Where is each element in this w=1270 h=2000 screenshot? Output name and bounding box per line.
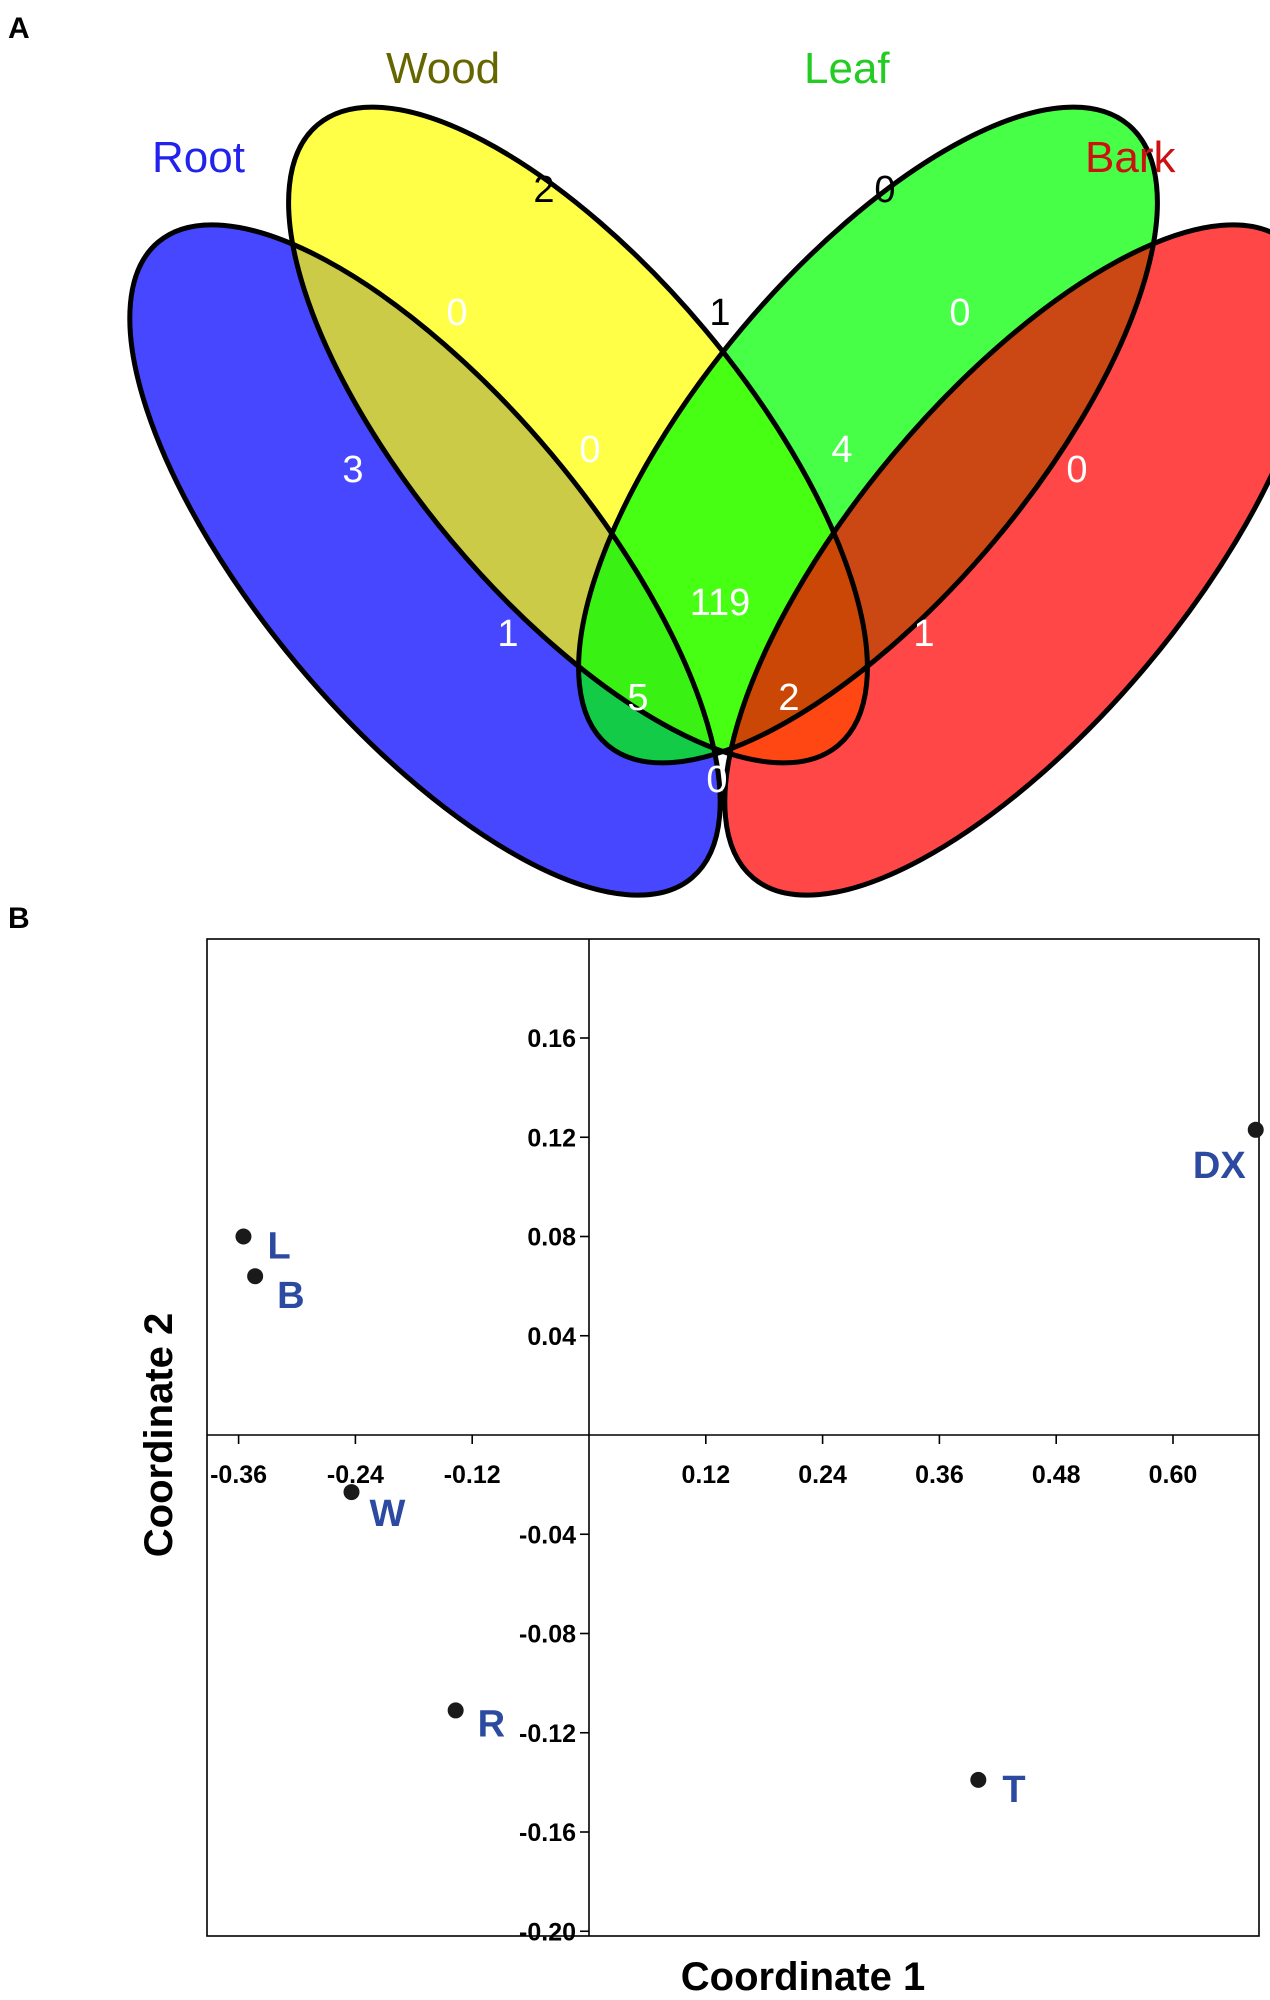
y-tick-label: -0.12 bbox=[519, 1720, 576, 1748]
venn-set-bark-fill bbox=[724, 224, 1270, 896]
y-tick-label: 0.04 bbox=[527, 1323, 576, 1351]
venn-region-wood: 2 bbox=[533, 169, 554, 211]
panel-b-letter: B bbox=[8, 902, 30, 935]
point-t bbox=[970, 1771, 987, 1788]
x-tick-label: -0.36 bbox=[210, 1461, 267, 1489]
venn-set-leaf-fill bbox=[578, 107, 1158, 763]
venn-label-root: Root bbox=[152, 133, 245, 182]
y-axis-title: Coordinate 2 bbox=[137, 1313, 181, 1557]
point-r bbox=[447, 1702, 464, 1719]
x-tick-label: 0.24 bbox=[798, 1461, 847, 1489]
venn-region-wood-leaf: 1 bbox=[709, 292, 730, 334]
plot-frame bbox=[206, 938, 1260, 1937]
venn-set-bark-outline bbox=[722, 222, 1270, 898]
y-tick-label: 0.12 bbox=[527, 1124, 576, 1152]
point-dx bbox=[1247, 1121, 1264, 1138]
venn-label-bark: Bark bbox=[1085, 133, 1176, 182]
venn-region-bark: 0 bbox=[1066, 449, 1087, 491]
venn-region-root-leaf: 1 bbox=[497, 613, 518, 655]
panel-a-letter: A bbox=[8, 12, 30, 45]
venn-region-root-wood: 0 bbox=[446, 292, 467, 334]
venn-set-wood-outline bbox=[286, 104, 870, 766]
y-tick-label: 0.16 bbox=[527, 1025, 576, 1053]
venn-region-root-wood-leaf: 0 bbox=[579, 429, 600, 471]
point-label-w: W bbox=[370, 1493, 406, 1535]
x-tick-label: 0.60 bbox=[1149, 1461, 1198, 1489]
venn-region-leaf-bark: 0 bbox=[949, 292, 970, 334]
venn-region-root-wood-bark: 2 bbox=[778, 677, 799, 719]
scatter-plot: -0.36 -0.24 -0.12 0.12 0.24 0.36 0.48 0.60 0.16 0… bbox=[137, 938, 1264, 1999]
venn-region-leaf: 0 bbox=[874, 169, 895, 211]
venn-region-root-leaf-bark: 5 bbox=[627, 677, 648, 719]
venn-region-root-wood-leaf-bark: 119 bbox=[690, 582, 751, 624]
point-label-t: T bbox=[1002, 1769, 1025, 1811]
point-label-dx: DX bbox=[1193, 1145, 1246, 1187]
y-tick-label: -0.08 bbox=[519, 1621, 576, 1649]
point-label-l: L bbox=[267, 1226, 290, 1268]
venn-region-root-bark: 0 bbox=[706, 759, 727, 801]
x-tick-label: -0.12 bbox=[444, 1461, 501, 1489]
x-axis-title: Coordinate 1 bbox=[681, 1955, 925, 1999]
venn-region-root: 3 bbox=[342, 449, 363, 491]
venn-label-wood: Wood bbox=[386, 44, 500, 93]
x-tick-label: -0.24 bbox=[327, 1461, 384, 1489]
x-tick-label: 0.48 bbox=[1032, 1461, 1081, 1489]
venn-diagram: Root Wood Leaf Bark 2 0 3 0 0 1 0 0 4 1 119 1 5 2 0 bbox=[127, 44, 1270, 898]
x-tick-label: 0.12 bbox=[681, 1461, 730, 1489]
venn-set-root-outline bbox=[127, 222, 723, 898]
point-label-b: B bbox=[277, 1275, 304, 1317]
y-tick-label: -0.20 bbox=[519, 1918, 576, 1946]
venn-label-leaf: Leaf bbox=[804, 44, 890, 93]
point-b bbox=[247, 1268, 264, 1285]
point-label-r: R bbox=[478, 1703, 505, 1745]
point-w bbox=[343, 1484, 360, 1501]
venn-set-leaf-outline bbox=[576, 104, 1160, 766]
y-tick-label: 0.08 bbox=[527, 1224, 576, 1252]
x-tick-label: 0.36 bbox=[915, 1461, 964, 1489]
venn-region-wood-leaf-bark: 4 bbox=[831, 429, 852, 471]
venn-region-wood-bark: 1 bbox=[913, 613, 934, 655]
venn-set-root-fill bbox=[129, 224, 721, 896]
y-tick-label: -0.16 bbox=[519, 1819, 576, 1847]
y-tick-label: -0.04 bbox=[519, 1521, 576, 1549]
point-l bbox=[235, 1228, 252, 1245]
